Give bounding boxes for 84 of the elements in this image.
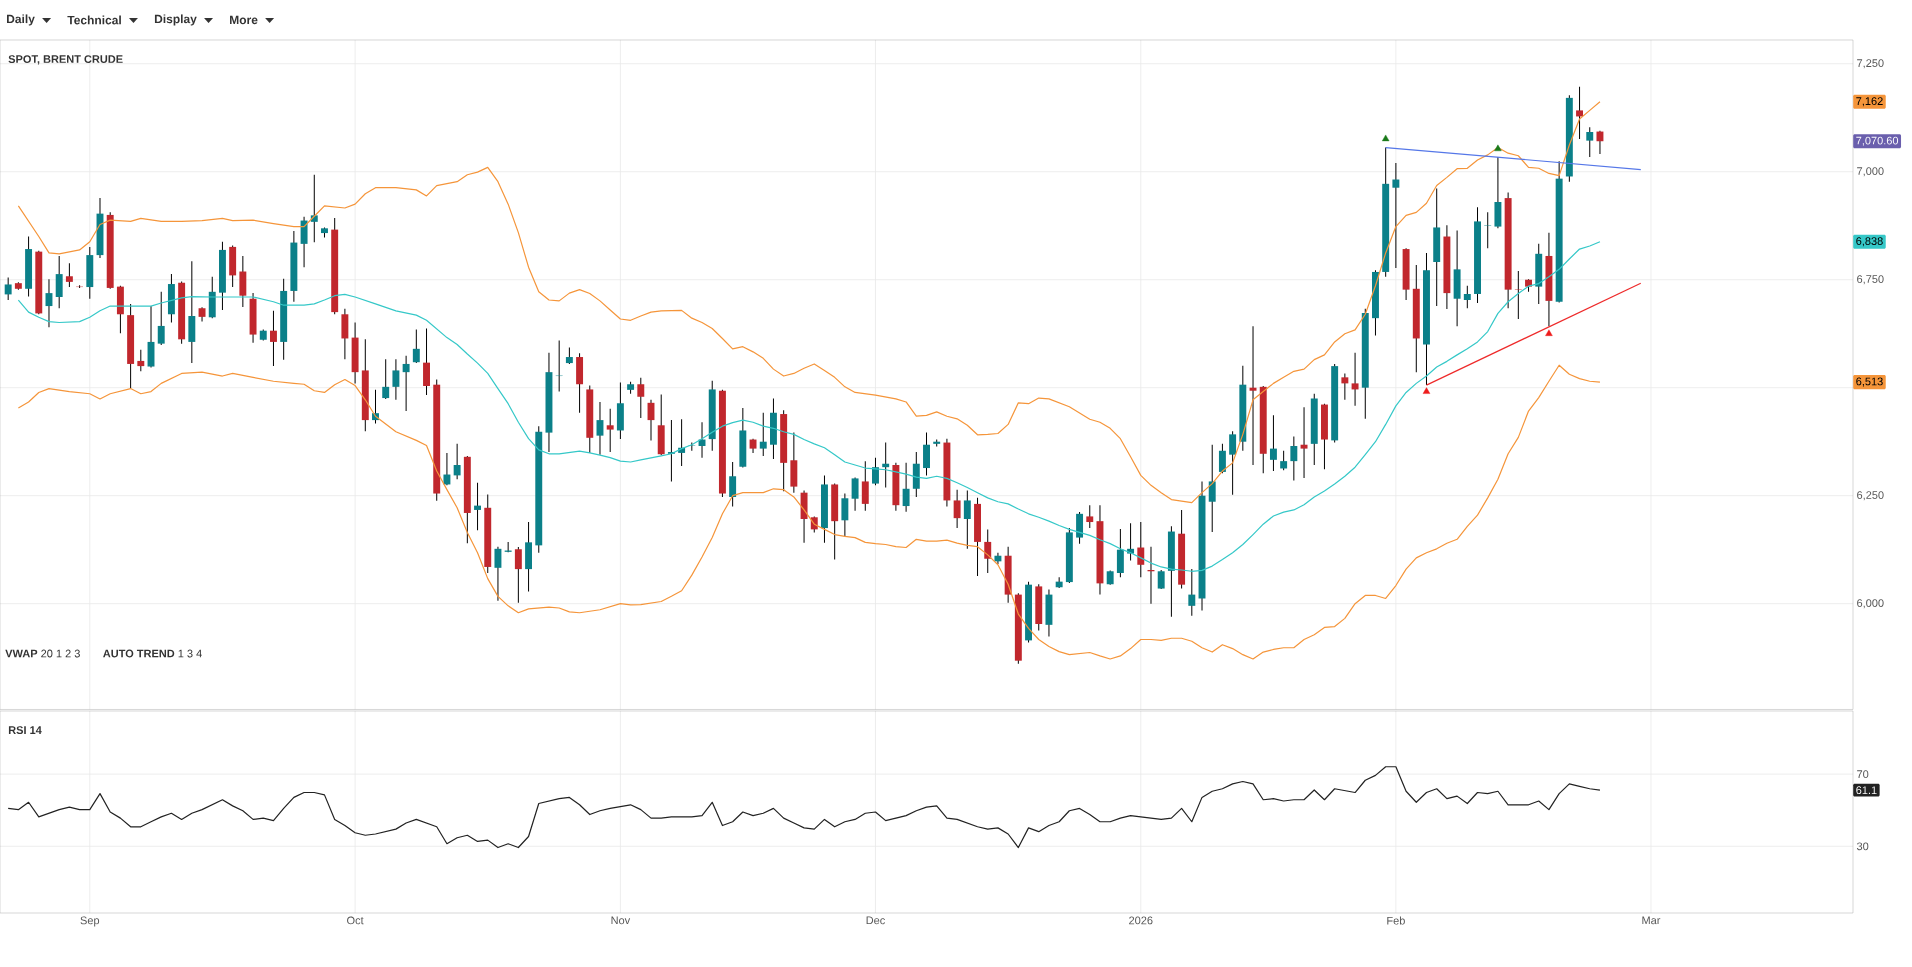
point: [1422, 387, 1431, 394]
candlestick: [1300, 406, 1308, 479]
candlestick: [1596, 130, 1604, 155]
candlestick: [1392, 162, 1400, 269]
annotation: 6,838: [1856, 237, 1883, 247]
candlestick: [953, 489, 961, 529]
annotation: VWAP 20 1 2 3: [5, 649, 80, 658]
candlestick: [494, 546, 502, 602]
candlestick: [514, 546, 522, 604]
candlestick: [1188, 568, 1196, 617]
candlestick: [269, 310, 277, 367]
candlestick: [606, 408, 614, 453]
candlestick: [1137, 521, 1145, 578]
y-tick-label: 70: [1857, 770, 1869, 779]
candlestick: [637, 377, 645, 419]
point: [1494, 144, 1502, 152]
candlestick: [1076, 511, 1084, 545]
candlestick: [851, 477, 859, 512]
candlestick: [1116, 528, 1124, 578]
candlestick: [729, 461, 737, 507]
text: SPOT, BRENT CRUDE: [8, 55, 123, 65]
x-tick-label: Feb: [1387, 916, 1405, 925]
candlestick: [1269, 414, 1277, 472]
text: More: [230, 15, 258, 25]
x-tick-label: Oct: [347, 916, 364, 925]
candlestick: [1576, 86, 1584, 140]
candlestick: [382, 358, 390, 400]
annotation: 7,162: [1856, 97, 1883, 107]
candlestick: [994, 552, 1002, 565]
candlestick: [1341, 372, 1349, 401]
candlestick: [1208, 444, 1216, 533]
candlestick: [872, 457, 879, 486]
annotation: 6,513: [1856, 377, 1883, 387]
x-tick-label: Mar: [1642, 916, 1661, 925]
x-tick-label: Nov: [611, 916, 631, 925]
y-tick-label: 7,250: [1857, 59, 1884, 69]
candlestick: [1351, 352, 1359, 407]
x-tick-label: 2026: [1129, 916, 1153, 925]
candlestick: [1514, 270, 1522, 320]
candlestick: [300, 216, 308, 268]
candlestick: [1586, 126, 1594, 158]
text: RSI 14: [8, 726, 42, 734]
candlestick: [4, 277, 12, 301]
candlestick: [392, 358, 400, 401]
y-tick-label: 6,750: [1857, 275, 1884, 285]
annotation: AUTO TREND 1 3 4: [103, 649, 202, 658]
candlestick: [1229, 430, 1237, 496]
candlestick: [1484, 211, 1492, 249]
candlestick: [1218, 443, 1226, 474]
candlestick: [1086, 504, 1094, 529]
point: [1382, 134, 1390, 142]
candlestick: [963, 490, 971, 550]
candlestick: [402, 355, 410, 412]
candlestick: [861, 460, 869, 512]
candlestick: [1463, 285, 1471, 309]
candlestick: [759, 412, 767, 457]
x-tick-label: Dec: [866, 916, 885, 925]
candlestick: [1290, 436, 1298, 482]
point: [1545, 329, 1553, 336]
y-tick-label: 6,250: [1857, 491, 1884, 501]
y-tick-label: 7,000: [1857, 167, 1884, 177]
candlestick: [412, 328, 420, 364]
candlestick: [1280, 450, 1288, 471]
text: 7,070.60: [1856, 136, 1899, 146]
candlestick: [984, 528, 992, 574]
candlestick: [65, 262, 73, 288]
candlestick: [423, 328, 430, 396]
line-series: [17, 101, 1601, 504]
candlestick: [1157, 569, 1165, 590]
candlestick: [55, 255, 63, 309]
candlestick: [453, 443, 461, 480]
text: Daily: [7, 14, 35, 26]
text: Technical: [67, 15, 121, 25]
y-tick-label: 30: [1856, 842, 1869, 851]
candlestick: [474, 482, 482, 531]
x-tick-label: Sep: [80, 916, 100, 927]
candlestick: [137, 349, 145, 372]
candlestick: [902, 462, 910, 513]
candlestick: [923, 432, 930, 476]
text: Display: [154, 14, 197, 26]
candlestick: [841, 493, 849, 537]
candlestick: [157, 291, 165, 346]
y-tick-label: 6,000: [1857, 599, 1884, 609]
annotation: 61.1: [1856, 786, 1877, 795]
